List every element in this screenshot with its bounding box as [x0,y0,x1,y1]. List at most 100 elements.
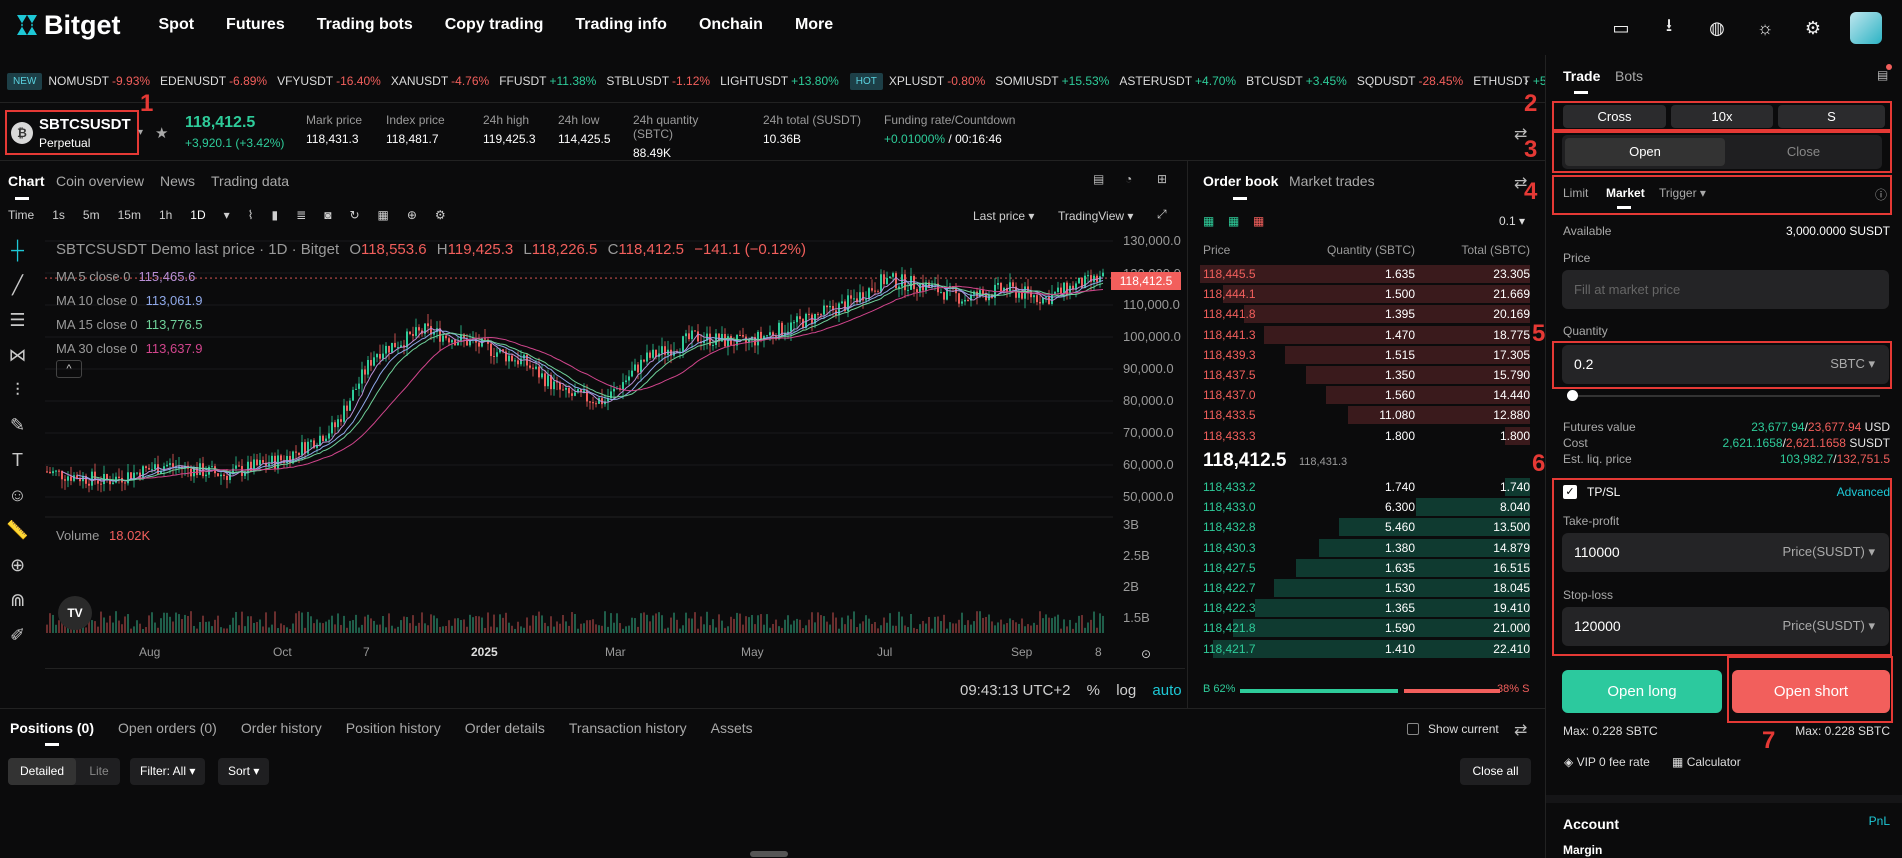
tab-coin-overview[interactable]: Coin overview [56,173,144,189]
tab-market-trades[interactable]: Market trades [1289,173,1375,189]
fullscreen-icon[interactable]: ⤢ [1157,207,1167,221]
favorite-star-icon[interactable]: ★ [155,125,169,142]
positions-settings-icon[interactable]: ⇄ [1514,722,1528,739]
ask-row[interactable]: 118,441.3 1.470 18.775 [1200,325,1530,345]
slider-handle[interactable] [1564,387,1581,404]
tab-transaction-history[interactable]: Transaction history [568,720,687,736]
ask-row[interactable]: 118,437.5 1.350 15.790 [1200,365,1530,385]
quantity-input[interactable]: 0.2 SBTC ▾ [1562,345,1889,384]
bid-row[interactable]: 118,421.7 1.410 22.410 [1200,639,1530,659]
show-current-checkbox[interactable] [1407,723,1419,735]
ticker-item[interactable]: BTCUSDT +3.45% [1246,74,1347,88]
chart-settings-icon[interactable]: ⚙ [434,208,446,222]
emoji-icon[interactable]: ☺ [8,485,27,505]
camera-icon[interactable]: ◙ [324,208,332,222]
interval-1s[interactable]: 1s [52,208,65,222]
ticker-item[interactable]: SOMIUSDT +15.53% [995,74,1109,88]
zoom-in-icon[interactable]: ⊕ [9,555,26,575]
bid-row[interactable]: 118,432.8 5.460 13.500 [1200,517,1530,537]
nav-onchain[interactable]: Onchain [698,16,763,33]
tab-trading-data[interactable]: Trading data [211,173,290,189]
replay-icon[interactable]: ↻ [349,208,360,222]
chart-reset-icon[interactable]: ⊙ [1141,647,1152,661]
ticker-item[interactable]: ETHUSDT+5.87% [1473,74,1545,88]
globe-icon[interactable]: ◍ [1709,17,1725,38]
collapse-legend-button[interactable]: ^ [56,360,82,378]
text-icon[interactable]: T [12,450,23,470]
close-all-button[interactable]: Close all [1460,758,1531,785]
open-long-button[interactable]: Open long [1562,670,1722,713]
indicator-icon[interactable]: ⌇ [247,208,254,222]
filter-dropdown[interactable]: Filter: All ▾ [130,758,206,785]
brush-icon[interactable]: ✎ [9,415,26,435]
nav-more[interactable]: More [794,16,834,33]
settings-sliders-icon[interactable]: ≣ [296,208,307,222]
interval-1d[interactable]: 1D [190,208,206,222]
stop-loss-input[interactable]: 120000 Price(SUSDT) ▾ [1562,607,1889,646]
tab-position-history[interactable]: Position history [345,720,441,736]
nav-futures[interactable]: Futures [226,16,285,33]
tradingview-logo[interactable]: TV [58,596,92,630]
open-toggle[interactable]: Open [1565,138,1725,166]
pattern-icon[interactable]: ⋈ [8,345,27,365]
interval-5m[interactable]: 5m [82,208,100,222]
stop-loss-unit-select[interactable]: Price(SUSDT) ▾ [1782,618,1875,633]
margin-mode-cross[interactable]: Cross [1563,105,1666,128]
tab-bots[interactable]: Bots [1615,68,1644,84]
ticker-item[interactable]: EDENUSDT -6.89% [160,74,267,88]
tab-chart[interactable]: Chart [8,173,45,189]
info-icon[interactable]: ⓘ [1875,188,1888,202]
ticker-item[interactable]: VFYUSDT -16.40% [277,74,381,88]
nav-spot[interactable]: Spot [158,16,195,33]
open-short-button[interactable]: Open short [1732,670,1890,713]
ask-row[interactable]: 118,444.1 1.500 21.669 [1200,284,1530,304]
ticker-item[interactable]: FFUSDT +11.38% [499,74,596,88]
download-icon[interactable]: ⭳ [1665,15,1673,35]
grid-layout-icon[interactable]: ⊞ [1157,172,1168,186]
add-icon[interactable]: ⊕ [406,208,417,222]
book-both-icon[interactable]: ▦ [1203,214,1215,228]
orderbook-settings-icon[interactable]: ⇄ [1514,175,1528,192]
price-chart[interactable] [45,233,1113,663]
price-input[interactable]: Fill at market price [1562,270,1889,309]
quantity-unit-select[interactable]: SBTC ▾ [1830,356,1875,371]
tab-open-orders[interactable]: Open orders (0) [118,720,217,736]
precision-select[interactable]: 0.1 ▾ [1499,214,1526,228]
notes-icon[interactable]: ▤ [1093,172,1105,186]
ask-row[interactable]: 118,441.8 1.395 20.169 [1200,304,1530,324]
bid-row[interactable]: 118,433.0 6.300 8.040 [1200,497,1530,517]
vip-fee[interactable]: ◈ VIP 0 fee rate [1564,755,1650,769]
pnl-link[interactable]: PnL [1868,814,1890,828]
resize-handle[interactable] [750,851,788,857]
tab-order-history[interactable]: Order history [240,720,322,736]
wallet-icon[interactable]: ▭ [1612,17,1630,38]
lock-drawing-icon[interactable]: ✐ [9,625,26,645]
interval-1h[interactable]: 1h [158,208,173,222]
nav-trading-bots[interactable]: Trading bots [316,16,413,33]
ticker-item[interactable]: STBLUSDT -1.12% [606,74,710,88]
calculator-link[interactable]: ▦ Calculator [1672,755,1741,769]
order-type-market[interactable]: Market [1606,186,1645,200]
symbol-selector[interactable]: ₿ SBTCSUSDT Perpetual [5,110,139,155]
order-type-trigger[interactable]: Trigger ▾ [1659,186,1706,200]
bid-row[interactable]: 118,422.3 1.365 19.410 [1200,598,1530,618]
tab-assets[interactable]: Assets [710,720,753,736]
tab-trade[interactable]: Trade [1563,68,1601,84]
symbol-dropdown-icon[interactable]: ▾ [138,127,144,138]
ticker-item[interactable]: XANUSDT -4.76% [391,74,489,88]
advanced-link[interactable]: Advanced [1836,485,1890,499]
ticker-item[interactable]: LIGHTUSDT +13.80% [720,74,839,88]
book-bids-icon[interactable]: ▦ [1228,214,1240,228]
quantity-slider[interactable] [1572,395,1880,397]
bitget-logo[interactable]: Bitget [14,10,121,41]
log-toggle[interactable]: log [1116,682,1137,699]
bid-row[interactable]: 118,421.8 1.590 21.000 [1200,618,1530,638]
trendline-icon[interactable]: ╱ [12,275,23,295]
view-lite[interactable]: Lite [89,764,109,778]
sort-dropdown[interactable]: Sort ▾ [218,758,270,785]
nav-trading-info[interactable]: Trading info [575,16,667,33]
ticker-item[interactable]: SQDUSDT -28.45% [1357,74,1463,88]
interval-time[interactable]: Time [8,208,35,222]
bid-row[interactable]: 118,427.5 1.635 16.515 [1200,558,1530,578]
tab-positions[interactable]: Positions (0) [10,720,95,736]
